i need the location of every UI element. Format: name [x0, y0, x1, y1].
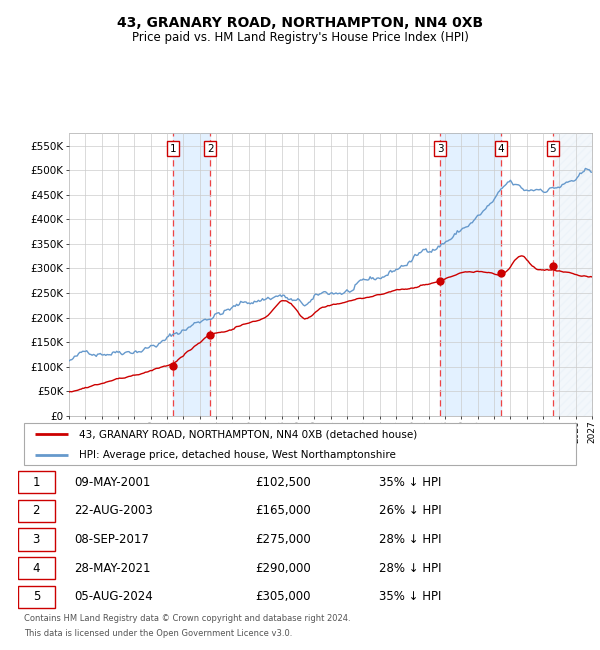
Text: £275,000: £275,000	[255, 533, 311, 546]
Text: 43, GRANARY ROAD, NORTHAMPTON, NN4 0XB: 43, GRANARY ROAD, NORTHAMPTON, NN4 0XB	[117, 16, 483, 31]
Text: 09-MAY-2001: 09-MAY-2001	[74, 476, 151, 489]
Text: 3: 3	[437, 144, 443, 154]
Bar	[440, 133, 501, 416]
FancyBboxPatch shape	[18, 557, 55, 579]
Bar	[553, 133, 595, 416]
Text: Contains HM Land Registry data © Crown copyright and database right 2024.: Contains HM Land Registry data © Crown c…	[24, 614, 350, 623]
Text: 43, GRANARY ROAD, NORTHAMPTON, NN4 0XB (detached house): 43, GRANARY ROAD, NORTHAMPTON, NN4 0XB (…	[79, 430, 418, 439]
Text: 2: 2	[207, 144, 214, 154]
FancyBboxPatch shape	[18, 528, 55, 551]
Text: £305,000: £305,000	[255, 590, 310, 603]
Text: 4: 4	[497, 144, 504, 154]
Text: 35% ↓ HPI: 35% ↓ HPI	[379, 590, 442, 603]
Text: This data is licensed under the Open Government Licence v3.0.: This data is licensed under the Open Gov…	[24, 629, 292, 638]
Text: £165,000: £165,000	[255, 504, 311, 517]
Text: 1: 1	[32, 476, 40, 489]
Text: £290,000: £290,000	[255, 562, 311, 575]
Text: 28-MAY-2021: 28-MAY-2021	[74, 562, 151, 575]
Text: 26% ↓ HPI: 26% ↓ HPI	[379, 504, 442, 517]
Text: 05-AUG-2024: 05-AUG-2024	[74, 590, 153, 603]
Text: 3: 3	[32, 533, 40, 546]
FancyBboxPatch shape	[18, 500, 55, 522]
FancyBboxPatch shape	[18, 586, 55, 608]
Text: 4: 4	[32, 562, 40, 575]
Text: 08-SEP-2017: 08-SEP-2017	[74, 533, 149, 546]
FancyBboxPatch shape	[18, 471, 55, 493]
Text: Price paid vs. HM Land Registry's House Price Index (HPI): Price paid vs. HM Land Registry's House …	[131, 31, 469, 44]
Text: 28% ↓ HPI: 28% ↓ HPI	[379, 562, 442, 575]
Text: 1: 1	[170, 144, 176, 154]
Text: £102,500: £102,500	[255, 476, 311, 489]
Text: 35% ↓ HPI: 35% ↓ HPI	[379, 476, 442, 489]
Text: HPI: Average price, detached house, West Northamptonshire: HPI: Average price, detached house, West…	[79, 450, 396, 460]
Text: 2: 2	[32, 504, 40, 517]
Text: 5: 5	[32, 590, 40, 603]
FancyBboxPatch shape	[24, 422, 576, 465]
Text: 28% ↓ HPI: 28% ↓ HPI	[379, 533, 442, 546]
Text: 22-AUG-2003: 22-AUG-2003	[74, 504, 153, 517]
Text: 5: 5	[550, 144, 556, 154]
Bar	[173, 133, 210, 416]
